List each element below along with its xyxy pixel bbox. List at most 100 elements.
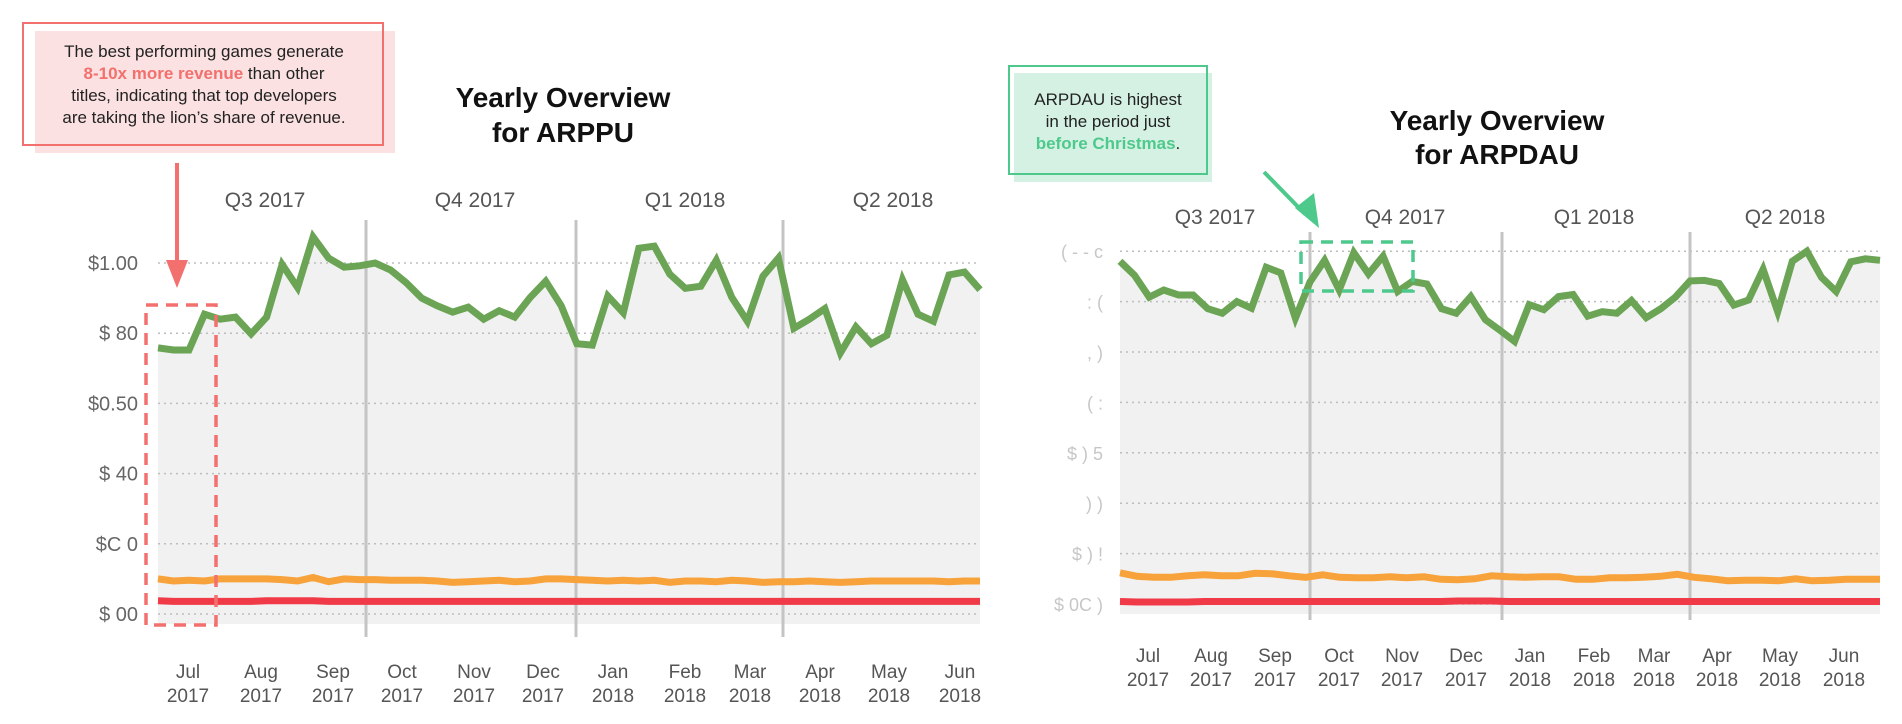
arppu-month-label: Mar <box>734 662 767 683</box>
arpdau-callout <box>1008 65 1415 293</box>
arpdau-quarter-label: Q3 2017 <box>1175 206 1256 229</box>
arppu-y-tick-label: $ 00 <box>99 604 138 626</box>
arppu-year-label: 2017 <box>453 686 495 707</box>
arpdau-year-label: 2018 <box>1696 670 1738 691</box>
arppu-month-label: Apr <box>805 662 835 683</box>
arpdau-y-tick-label: : ( <box>1087 293 1103 313</box>
arpdau-callout-border <box>1008 65 1208 175</box>
arpdau-series-mid-line <box>1119 569 1880 585</box>
arpdau-month-label: Nov <box>1385 646 1419 667</box>
arpdau-month-label: Apr <box>1702 646 1732 667</box>
arppu-y-tick-label: $1.00 <box>88 253 138 275</box>
arppu-month-label: Jul <box>176 662 200 683</box>
arpdau-month-label: Jan <box>1515 646 1546 667</box>
arppu-year-label: 2017 <box>312 686 354 707</box>
arppu-annotation-line1: The best performing games generate <box>64 42 344 61</box>
arppu-year-label: 2018 <box>868 686 910 707</box>
arppu-annotation-line3: titles, indicating that top developers <box>71 86 337 105</box>
arppu-month-label: Nov <box>457 662 491 683</box>
arppu-month-label: Sep <box>316 662 350 683</box>
arpdau-plot-area: $ 0C ) $ ) ! ) ) $ ) 5 ( : , ) : ( ( - - c Q3 2… <box>1054 206 1881 691</box>
arpdau-quarter-label: Q1 2018 <box>1554 206 1635 229</box>
arppu-y-tick-label: $ 80 <box>99 323 138 345</box>
arpdau-month-label: Feb <box>1578 646 1611 667</box>
arpdau-year-label: 2017 <box>1127 670 1169 691</box>
arpdau-y-tick-label: ( : <box>1087 393 1103 413</box>
arpdau-annotation-line2: in the period just <box>1045 112 1171 131</box>
arppu-quarter-label: Q2 2018 <box>853 189 934 212</box>
arppu-series-mid-line <box>157 573 980 586</box>
arppu-year-label: 2017 <box>381 686 423 707</box>
arppu-callout-shadow <box>35 31 395 153</box>
arpdau-year-label: 2018 <box>1633 670 1675 691</box>
arpdau-month-label: Jun <box>1829 646 1860 667</box>
arppu-annotation-line4: are taking the lion’s share of revenue. <box>62 108 346 127</box>
arpdau-annotation-tail: . <box>1175 134 1181 153</box>
arppu-quarter-label: Q4 2017 <box>435 189 516 212</box>
arpdau-y-tick-label: $ ) 5 <box>1067 444 1103 464</box>
arpdau-annotation-highlight: before Christmas <box>1035 134 1176 153</box>
arpdau-y-tick-label: $ ) ! <box>1072 545 1103 565</box>
arppu-series-top-line <box>157 229 983 362</box>
arppu-year-label: 2017 <box>522 686 564 707</box>
arppu-month-label: Jun <box>945 662 976 683</box>
arppu-title-line2: for ARPPU <box>492 117 634 148</box>
arpdau-quarter-label: Q2 2018 <box>1745 206 1826 229</box>
arpdau-title-line1: Yearly Overview <box>1390 105 1605 136</box>
arppu-quarter-label: Q3 2017 <box>225 189 306 212</box>
arppu-plot-area: $ 00 $C 0 $ 40 $0.50 $ 80 $1.00 Q3 2017 Q4 2017… <box>88 189 983 707</box>
arpdau-year-label: 2018 <box>1759 670 1801 691</box>
arpdau-month-label: Mar <box>1638 646 1671 667</box>
arpdau-month-label: Sep <box>1258 646 1292 667</box>
arppu-callout-arrowhead-icon <box>166 260 188 288</box>
arppu-y-tick-label: $ 40 <box>99 464 138 486</box>
arpdau-year-label: 2017 <box>1318 670 1360 691</box>
arpdau-title-line2: for ARPDAU <box>1415 139 1579 170</box>
arpdau-callout-shadow <box>1014 73 1212 182</box>
arppu-annotation-line2-rest: than other <box>243 64 325 83</box>
arpdau-year-label: 2017 <box>1254 670 1296 691</box>
arppu-month-label: Aug <box>244 662 278 683</box>
arppu-y-tick-label: $0.50 <box>88 393 138 415</box>
arpdau-series-low-line <box>1119 597 1880 606</box>
arppu-year-label: 2018 <box>729 686 771 707</box>
arppu-quarter-label: Q1 2018 <box>645 189 726 212</box>
arppu-chart: Yearly Overview for ARPPU $ 00 $C 0 $ 40 $0… <box>88 82 983 707</box>
arppu-year-label: 2018 <box>592 686 634 707</box>
arppu-month-label: Dec <box>526 662 560 683</box>
arppu-year-label: 2017 <box>167 686 209 707</box>
arpdau-y-tick-label: ( - - c <box>1061 242 1103 262</box>
arpdau-y-tick-label: , ) <box>1087 343 1103 363</box>
arpdau-year-label: 2018 <box>1823 670 1865 691</box>
arpdau-year-label: 2017 <box>1381 670 1423 691</box>
arpdau-y-tick-label: ) ) <box>1086 494 1103 514</box>
arpdau-annotation-text: ARPDAU is highest in the period just bef… <box>1010 89 1206 155</box>
arpdau-year-label: 2018 <box>1573 670 1615 691</box>
arpdau-year-label: 2018 <box>1509 670 1551 691</box>
arppu-month-label: Jan <box>598 662 629 683</box>
arpdau-quarter-label: Q4 2017 <box>1365 206 1446 229</box>
arppu-y-tick-label: $C 0 <box>96 534 138 556</box>
arpdau-annotation-line1: ARPDAU is highest <box>1034 90 1182 109</box>
arpdau-month-label: Jul <box>1136 646 1160 667</box>
arppu-year-label: 2018 <box>939 686 981 707</box>
arppu-title-line1: Yearly Overview <box>456 82 671 113</box>
arppu-annotation-text: The best performing games generate 8-10x… <box>30 41 378 129</box>
arpdau-month-label: Oct <box>1324 646 1354 667</box>
arppu-year-label: 2018 <box>664 686 706 707</box>
arpdau-year-label: 2017 <box>1445 670 1487 691</box>
arpdau-month-label: May <box>1762 646 1798 667</box>
arppu-highlight-box <box>144 303 218 627</box>
arppu-annotation-highlight: 8-10x more revenue <box>83 64 244 83</box>
arpdau-y-tick-label: $ 0C ) <box>1054 595 1103 615</box>
arppu-month-label: Oct <box>387 662 417 683</box>
arpdau-month-label: Dec <box>1449 646 1483 667</box>
arpdau-month-label: Aug <box>1194 646 1228 667</box>
arppu-month-label: Feb <box>669 662 702 683</box>
arppu-month-label: May <box>871 662 907 683</box>
arpdau-callout-arrowhead-icon <box>1295 193 1319 228</box>
arpdau-chart: Yearly Overview for ARPDAU $ 0C ) $ ) ! )… <box>1054 105 1881 691</box>
arppu-annotation-line2: 8-10x more revenue than other <box>30 63 378 85</box>
arppu-year-label: 2017 <box>240 686 282 707</box>
